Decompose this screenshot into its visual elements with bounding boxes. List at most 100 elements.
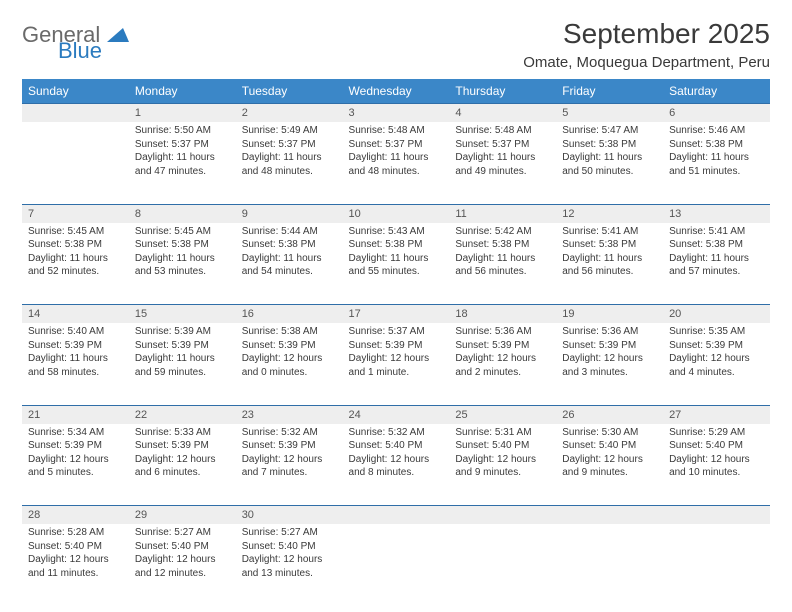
day-number-cell: 29 [129,506,236,525]
day-detail-cell: Sunrise: 5:34 AMSunset: 5:39 PMDaylight:… [22,424,129,506]
daylight-text: Daylight: 11 hours and 56 minutes. [562,252,657,279]
day-detail-cell: Sunrise: 5:45 AMSunset: 5:38 PMDaylight:… [129,223,236,305]
daylight-text: Daylight: 11 hours and 52 minutes. [28,252,123,279]
day-number-row: 21222324252627 [22,405,770,424]
daylight-text: Daylight: 11 hours and 54 minutes. [242,252,337,279]
day-number-cell: 13 [663,204,770,223]
day-number-cell: 16 [236,305,343,324]
sunrise-text: Sunrise: 5:29 AM [669,426,764,440]
sunset-text: Sunset: 5:37 PM [349,138,444,152]
sunrise-text: Sunrise: 5:27 AM [135,526,230,540]
day-number-cell: 14 [22,305,129,324]
daylight-text: Daylight: 11 hours and 55 minutes. [349,252,444,279]
daylight-text: Daylight: 11 hours and 53 minutes. [135,252,230,279]
daylight-text: Daylight: 12 hours and 13 minutes. [242,553,337,580]
daylight-text: Daylight: 12 hours and 11 minutes. [28,553,123,580]
day-detail-cell [663,524,770,606]
sunrise-text: Sunrise: 5:41 AM [669,225,764,239]
day-detail-cell: Sunrise: 5:38 AMSunset: 5:39 PMDaylight:… [236,323,343,405]
day-detail-cell: Sunrise: 5:27 AMSunset: 5:40 PMDaylight:… [129,524,236,606]
daylight-text: Daylight: 11 hours and 59 minutes. [135,352,230,379]
day-detail-cell: Sunrise: 5:49 AMSunset: 5:37 PMDaylight:… [236,122,343,204]
day-number-cell [343,506,450,525]
sunrise-text: Sunrise: 5:45 AM [28,225,123,239]
daylight-text: Daylight: 12 hours and 9 minutes. [455,453,550,480]
sunset-text: Sunset: 5:39 PM [28,439,123,453]
day-number-cell: 30 [236,506,343,525]
day-number-cell: 12 [556,204,663,223]
daylight-text: Daylight: 12 hours and 10 minutes. [669,453,764,480]
day-number-cell [449,506,556,525]
day-number-cell: 19 [556,305,663,324]
weekday-header: Thursday [449,79,556,104]
day-number-cell: 26 [556,405,663,424]
day-detail-cell: Sunrise: 5:45 AMSunset: 5:38 PMDaylight:… [22,223,129,305]
sunrise-text: Sunrise: 5:36 AM [562,325,657,339]
daylight-text: Daylight: 12 hours and 2 minutes. [455,352,550,379]
sunrise-text: Sunrise: 5:32 AM [349,426,444,440]
day-number-row: 123456 [22,104,770,123]
sunrise-text: Sunrise: 5:44 AM [242,225,337,239]
day-detail-cell [449,524,556,606]
daylight-text: Daylight: 11 hours and 48 minutes. [242,151,337,178]
daylight-text: Daylight: 11 hours and 47 minutes. [135,151,230,178]
sunset-text: Sunset: 5:39 PM [349,339,444,353]
day-detail-row: Sunrise: 5:50 AM Sunset: 5:37 PM Daylight:… [22,122,770,204]
day-detail-cell: Sunrise: 5:46 AMSunset: 5:38 PMDaylight:… [663,122,770,204]
sunrise-text: Sunrise: 5:41 AM [562,225,657,239]
sunset-text: Sunset: 5:38 PM [669,138,764,152]
day-number-cell: 4 [449,104,556,123]
day-number-cell: 20 [663,305,770,324]
sunset-text: Sunset: 5:38 PM [455,238,550,252]
sunrise-text: Sunrise: 5:43 AM [349,225,444,239]
day-detail-cell: Sunrise: 5:32 AMSunset: 5:40 PMDaylight:… [343,424,450,506]
day-detail-cell: Sunrise: 5:42 AMSunset: 5:38 PMDaylight:… [449,223,556,305]
day-detail-cell: Sunrise: 5:47 AMSunset: 5:38 PMDaylight:… [556,122,663,204]
sunset-text: Sunset: 5:39 PM [455,339,550,353]
day-detail-row: Sunrise: 5:45 AMSunset: 5:38 PMDaylight:… [22,223,770,305]
day-detail-row: Sunrise: 5:34 AMSunset: 5:39 PM Daylight:… [22,424,770,506]
daylight-text: Daylight: 12 hours and 0 minutes. [242,352,337,379]
day-detail-cell: Sunrise: 5:39 AMSunset: 5:39 PMDaylight:… [129,323,236,405]
sunset-text: Sunset: 5:38 PM [349,238,444,252]
weekday-header: Tuesday [236,79,343,104]
sunset-text: Sunset: 5:40 PM [242,540,337,554]
daylight-text: Daylight: 12 hours and 12 minutes. [135,553,230,580]
sunset-text: Sunset: 5:40 PM [455,439,550,453]
sunrise-text: Sunrise: 5:49 AM [242,124,337,138]
sunrise-text: Sunrise: 5:50 AM [135,124,230,138]
day-detail-cell: Sunrise: 5:36 AMSunset: 5:39 PMDaylight:… [449,323,556,405]
sunrise-text: Sunrise: 5:32 AM [242,426,337,440]
sunrise-text: Sunrise: 5:48 AM [349,124,444,138]
daylight-text: Daylight: 12 hours and 7 minutes. [242,453,337,480]
day-detail-cell: Sunrise: 5:41 AMSunset: 5:38 PMDaylight:… [663,223,770,305]
day-number-cell: 8 [129,204,236,223]
sunrise-text: Sunrise: 5:40 AM [28,325,123,339]
sunset-text: Sunset: 5:39 PM [242,339,337,353]
weekday-header: Monday [129,79,236,104]
weekday-header: Wednesday [343,79,450,104]
weekday-header: Saturday [663,79,770,104]
sunrise-text: Sunrise: 5:30 AM [562,426,657,440]
day-number-cell: 17 [343,305,450,324]
day-detail-cell: Sunrise: 5:48 AMSunset: 5:37 PMDaylight:… [449,122,556,204]
sunset-text: Sunset: 5:38 PM [242,238,337,252]
day-number-cell: 11 [449,204,556,223]
sunset-text: Sunset: 5:38 PM [135,238,230,252]
sunrise-text: Sunrise: 5:34 AM [28,426,123,440]
day-number-cell: 7 [22,204,129,223]
day-detail-cell: Sunrise: 5:44 AMSunset: 5:38 PMDaylight:… [236,223,343,305]
day-detail-cell [556,524,663,606]
sunrise-text: Sunrise: 5:37 AM [349,325,444,339]
sunset-text: Sunset: 5:40 PM [669,439,764,453]
day-detail-cell: Sunrise: 5:29 AMSunset: 5:40 PMDaylight:… [663,424,770,506]
daylight-text: Daylight: 11 hours and 51 minutes. [669,151,764,178]
sunset-text: Sunset: 5:39 PM [562,339,657,353]
weekday-header: Sunday [22,79,129,104]
sunrise-text: Sunrise: 5:46 AM [669,124,764,138]
sunrise-text: Sunrise: 5:39 AM [135,325,230,339]
sunrise-text: Sunrise: 5:31 AM [455,426,550,440]
sunrise-text: Sunrise: 5:27 AM [242,526,337,540]
sunrise-text: Sunrise: 5:28 AM [28,526,123,540]
header: General Blue September 2025 Omate, Moque… [22,18,770,71]
